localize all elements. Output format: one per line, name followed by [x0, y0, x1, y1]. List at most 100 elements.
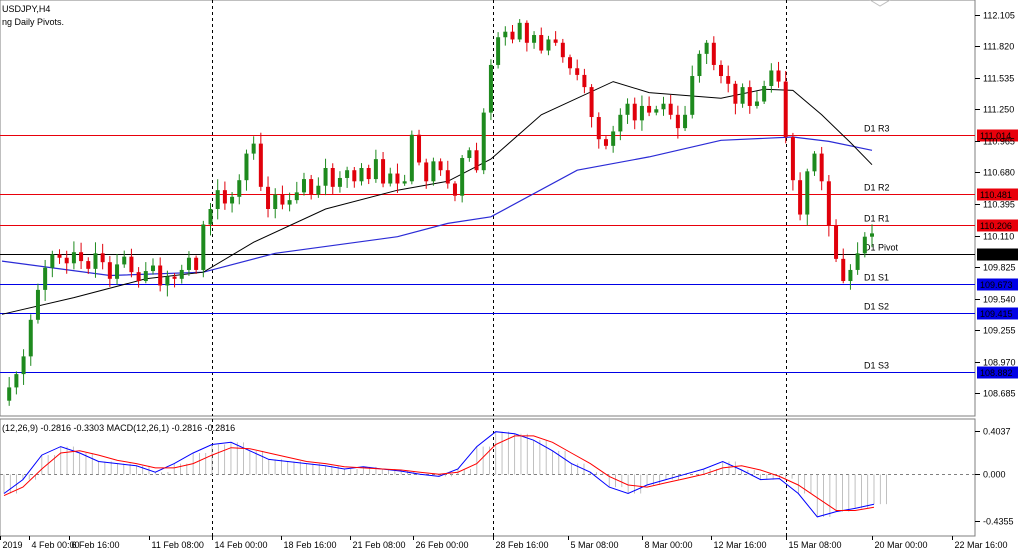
pivot-layer: D1 R3 D1 R2 D1 R1 D1 Pivot D1 S1 D1 S2 D1 S3	[0, 124, 975, 373]
macd-tick-label: -0.4355	[983, 517, 1014, 527]
candle-body	[668, 103, 673, 115]
candle-body	[424, 162, 429, 182]
scroll-arrow-icon[interactable]	[869, 0, 891, 7]
candle-body	[719, 64, 724, 77]
candle-body	[762, 86, 767, 102]
pivot-price-label: 109.673	[980, 280, 1013, 290]
candle-body	[215, 190, 220, 209]
pivot-price-label: 108.882	[980, 368, 1013, 378]
candle-body	[143, 271, 148, 282]
pivot-price-tag	[977, 278, 1018, 291]
time-axis-label: 4 Feb 00:00	[32, 540, 80, 550]
main-price-panel	[0, 0, 976, 417]
candle-body	[150, 265, 155, 272]
candle-body	[373, 159, 378, 180]
price-axis: 111.014 110.481 110.206 109.948 109.673 109.4…	[975, 11, 1018, 527]
candle-body	[309, 179, 314, 195]
candle-body	[704, 42, 709, 54]
candle-body	[244, 153, 249, 181]
pivot-price-tag	[977, 307, 1018, 320]
candle-body	[129, 256, 134, 273]
candle-body	[510, 31, 515, 40]
candle-body	[395, 173, 400, 184]
candle-body	[654, 109, 659, 113]
time-axis-label: 15 Mar 08:00	[789, 540, 842, 550]
time-axis-label: 6 Feb 16:00	[72, 540, 120, 550]
candle-body	[186, 257, 191, 270]
candle-body	[798, 180, 803, 215]
candle-body	[165, 276, 170, 286]
candle-body	[625, 103, 630, 115]
price-tick-label: 109.540	[983, 295, 1016, 305]
candle-body	[589, 87, 594, 118]
candle-body	[575, 68, 580, 75]
pivot-price-tag	[977, 248, 1018, 261]
candle-body	[323, 168, 328, 186]
pivot-price-label: 109.948	[980, 250, 1013, 260]
grid-layer	[212, 0, 787, 536]
time-axis-label: 22 Mar 16:00	[955, 540, 1008, 550]
indicator-name-label: ng Daily Pivots.	[2, 17, 64, 27]
candle-body	[50, 254, 55, 268]
candle-body	[316, 185, 321, 195]
candle-body	[251, 143, 256, 154]
price-tick-label: 108.685	[983, 389, 1016, 399]
candle-body	[790, 136, 795, 181]
pivot-price-label: 110.206	[980, 221, 1012, 231]
candle-body	[568, 57, 573, 69]
candle-body	[603, 139, 608, 146]
candle-body	[697, 53, 702, 77]
candle-body	[834, 225, 839, 259]
macd-signal-line	[3, 435, 875, 511]
candle-body	[266, 186, 271, 209]
candle-body	[35, 289, 40, 320]
candle-body	[179, 269, 184, 279]
candle-body	[93, 253, 98, 269]
macd-tick-label: 0.4037	[983, 427, 1011, 437]
candle-body	[690, 76, 695, 115]
candle-body	[747, 87, 752, 106]
candle-body	[539, 35, 544, 51]
time-axis-label: 18 Feb 16:00	[284, 540, 337, 550]
candle-body	[438, 161, 443, 171]
candle-body	[402, 181, 407, 184]
price-tick-label: 110.680	[983, 168, 1015, 178]
pivot-price-label: 109.415	[980, 309, 1013, 319]
candle-body	[294, 192, 299, 201]
candle-body	[460, 158, 465, 196]
candle-body	[158, 265, 163, 286]
candle-body	[359, 168, 364, 182]
pivot-price-tag	[977, 129, 1018, 142]
candle-body	[28, 319, 33, 357]
macd-panel	[0, 418, 976, 537]
price-tick-label: 110.395	[983, 200, 1015, 210]
candle-body	[819, 153, 824, 182]
candle-body	[647, 105, 652, 113]
candle-body	[301, 179, 306, 193]
price-tick-label: 109.825	[983, 263, 1016, 273]
candle-body	[474, 150, 479, 171]
candle-body	[532, 35, 537, 43]
pivot-price-tag	[977, 219, 1018, 232]
candle-body	[503, 31, 508, 38]
candle-body	[381, 159, 386, 184]
time-axis-label: 8 Mar 00:00	[645, 540, 693, 550]
candle-body	[517, 22, 522, 40]
candle-body	[7, 387, 12, 401]
candle-body	[417, 134, 422, 163]
candle-body	[172, 276, 177, 279]
candle-body	[345, 170, 350, 178]
price-tick-label: 108.970	[983, 358, 1016, 368]
candle-body	[208, 209, 213, 225]
pivot-price-tag	[977, 366, 1018, 379]
price-tick-label: 109.255	[983, 326, 1016, 336]
candle-body	[43, 267, 48, 290]
candle-body	[560, 42, 565, 58]
candle-body	[107, 262, 112, 279]
candle-body	[711, 42, 716, 65]
candle-body	[273, 194, 278, 209]
price-tick-label: 111.535	[983, 74, 1014, 84]
candle-body	[445, 170, 450, 184]
candle-body	[870, 233, 874, 237]
candlestick-layer	[7, 19, 874, 406]
